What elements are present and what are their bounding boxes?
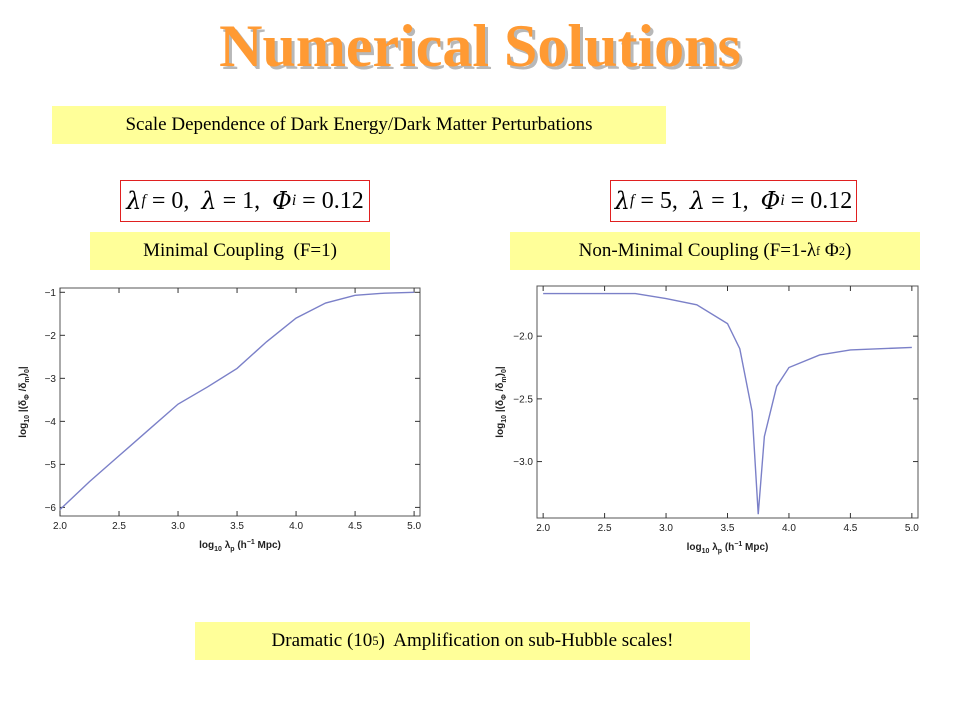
text-run: = 0,: [145, 187, 202, 214]
text-run: ): [495, 373, 506, 376]
text-run: λ: [709, 542, 718, 553]
x-tick-label: 2.5: [598, 523, 612, 534]
text-run: Φ: [820, 240, 839, 261]
text-run: λ: [201, 187, 217, 215]
y-tick-label: −5: [45, 460, 57, 471]
x-tick-label: 2.0: [53, 521, 67, 532]
text-run: f: [141, 192, 146, 209]
x-tick-label: 4.0: [782, 523, 796, 534]
text-run: 10: [24, 415, 31, 423]
x-tick-label: 5.0: [407, 521, 421, 532]
text-run: |: [18, 366, 29, 369]
y-tick-label: −2: [45, 331, 57, 342]
text-run: f: [816, 243, 821, 258]
text-run: 10: [501, 415, 508, 423]
x-axis-label: log10 λp (h−1 Mpc): [687, 541, 769, 555]
text-run: Φ: [24, 394, 31, 400]
text-run: = 1,: [705, 187, 761, 214]
text-run: |(δ: [495, 400, 506, 415]
y-axis-label: log10 |(δΦ /δm)0|: [495, 366, 508, 438]
plot-frame: [536, 285, 919, 519]
x-tick-label: 4.5: [348, 521, 362, 532]
y-tick-label: −6: [45, 503, 57, 514]
y-tick-label: −4: [45, 417, 57, 428]
text-run: (h: [722, 542, 734, 553]
y-axis-label: log10 |(δΦ /δm)0|: [18, 366, 31, 438]
text-run: 10: [702, 548, 710, 555]
y-tick-label: −2.0: [513, 332, 533, 343]
text-run: = 0.12: [784, 187, 853, 214]
text-run: ) Amplification on sub-Hubble scales!: [378, 630, 674, 651]
text-run: m: [501, 376, 508, 382]
x-tick-label: 3.5: [230, 521, 244, 532]
y-tick-label: −1: [45, 288, 57, 299]
y-tick-label: −3.0: [513, 457, 533, 468]
x-tick-label: 4.5: [843, 523, 857, 534]
text-run: Φ: [272, 187, 292, 215]
text-run: i: [780, 192, 785, 209]
text-run: = 5,: [634, 187, 690, 214]
text-run: −1: [734, 541, 742, 548]
text-run: Φ: [501, 394, 508, 400]
text-run: 0: [501, 369, 508, 373]
x-tick-label: 2.0: [536, 523, 550, 534]
text-run: λ: [689, 187, 706, 215]
text-run: ): [844, 240, 852, 261]
text-run: i: [291, 192, 297, 209]
text-run: = 1,: [216, 187, 273, 214]
panel-label: Minimal Coupling (F=1): [90, 232, 390, 270]
text-run: f: [629, 192, 635, 209]
text-run: log: [18, 423, 29, 438]
text-run: 10: [214, 546, 222, 553]
text-run: 0: [24, 369, 31, 373]
panel-label: Non-Minimal Coupling (F=1-λ f Φ 2): [510, 232, 920, 270]
text-run: /δ: [18, 383, 29, 395]
text-run: p: [718, 548, 722, 555]
text-run: Mpc): [255, 540, 281, 551]
text-run: λ: [126, 187, 142, 215]
text-run: Minimal Coupling (F=1): [143, 240, 337, 261]
x-tick-label: 3.0: [171, 521, 185, 532]
y-tick-label: −2.5: [513, 394, 533, 405]
text-run: /δ: [495, 383, 506, 395]
line-series: [543, 292, 912, 515]
line-series: [59, 291, 415, 511]
x-tick-label: 2.5: [112, 521, 126, 532]
x-tick-label: 5.0: [905, 523, 919, 534]
x-tick-label: 3.0: [659, 523, 673, 534]
plot-frame: [59, 287, 421, 517]
x-tick-label: 3.5: [721, 523, 735, 534]
subtitle: Scale Dependence of Dark Energy/Dark Mat…: [52, 106, 666, 144]
text-run: = 0.12: [296, 187, 364, 214]
text-run: 5: [372, 633, 379, 648]
text-run: Mpc): [742, 542, 768, 553]
x-tick-label: 4.0: [289, 521, 303, 532]
text-run: m: [24, 376, 31, 382]
text-run: log: [495, 423, 506, 438]
text-run: λ: [222, 540, 231, 551]
text-run: log: [199, 540, 214, 551]
x-axis-label: log10 λp (h−1 Mpc): [199, 539, 281, 553]
text-run: log: [687, 542, 702, 553]
text-run: 2: [838, 243, 845, 258]
text-run: Non-Minimal Coupling (F=1-λ: [578, 240, 817, 261]
slide-title: Numerical Solutions: [219, 13, 741, 79]
text-run: λ: [614, 187, 630, 215]
text-run: p: [230, 546, 234, 553]
text-run: |(δ: [18, 400, 29, 415]
text-run: −1: [247, 539, 255, 546]
text-run: Dramatic (10: [271, 630, 373, 651]
footer: Dramatic (10 5) Amplification on sub-Hubb…: [195, 622, 750, 660]
text-run: (h: [235, 540, 247, 551]
text-run: |: [495, 366, 506, 369]
y-tick-label: −3: [45, 374, 57, 385]
text-run: ): [18, 373, 29, 376]
text-run: Φ: [760, 187, 781, 215]
